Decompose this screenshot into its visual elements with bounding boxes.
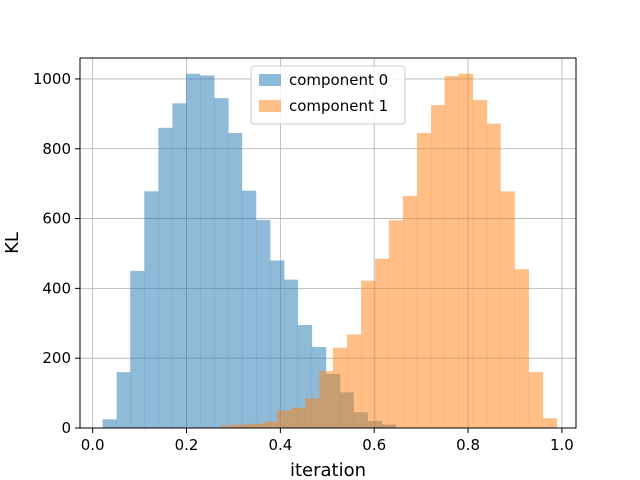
x-tick-label: 0.8 [456,436,480,454]
histogram-bar [402,195,418,428]
histogram-bar [347,334,362,428]
x-tick-label: 0.4 [268,436,292,454]
histogram-bar [305,398,320,428]
histogram-bar [186,73,201,429]
y-axis-label: KL [2,232,23,254]
y-tick-label: 400 [42,279,71,297]
histogram-bar [228,133,243,429]
axis-ticks: 0.0 0.2 0.4 0.6 0.8 1.0 0 200 400 600 800 1000 [33,70,574,454]
histogram-bar [458,73,474,429]
histogram-bar [270,260,285,428]
histogram-bar [528,372,543,428]
histogram-bar [291,407,306,428]
histogram-bar [284,279,299,428]
y-tick-label: 600 [42,210,71,228]
histogram-bar [158,127,173,428]
histogram-bar [255,219,271,428]
histogram-bar [542,418,558,428]
x-axis-label: iteration [290,460,366,480]
legend-swatch [259,100,281,112]
histogram-bar [235,424,250,428]
histogram-bar [514,269,529,428]
y-tick-label: 800 [42,140,71,158]
histogram-bar [375,258,390,428]
legend: component 0 component 1 [250,65,406,125]
histogram-bar [221,425,236,428]
histogram-bar [144,191,159,428]
legend-swatch [259,74,281,86]
histogram-bar [172,103,187,428]
y-tick-label: 200 [42,349,71,367]
histogram-bar [332,347,348,428]
histogram-bar [431,105,445,429]
histogram-bar [486,123,501,429]
histogram-bar [130,270,145,428]
x-tick-label: 0.0 [81,436,105,454]
x-tick-label: 1.0 [550,436,574,454]
histogram-bar [200,75,215,428]
y-tick-label: 0 [61,419,71,437]
histogram-bar [361,280,376,428]
histogram-bar [241,190,257,428]
histogram-bar [472,99,488,428]
histogram-bar [319,371,334,428]
plot-frame [79,57,577,429]
histogram-bar [214,98,229,428]
histogram-bars [102,73,558,429]
legend-label: component 0 [289,71,388,89]
y-tick-label: 1000 [33,70,71,88]
legend-label: component 1 [289,97,388,115]
histogram-bar [388,220,404,428]
histogram-bar [416,133,432,429]
histogram-bar [249,423,264,428]
histogram-bar [277,410,292,428]
legend-box [250,65,406,125]
histogram-bar [500,191,515,428]
histogram-bar [444,76,459,429]
histogram-bar [263,421,278,428]
x-tick-label: 0.6 [362,436,386,454]
histogram-bar [102,419,117,428]
histogram-bar [116,372,131,428]
x-tick-label: 0.2 [175,436,199,454]
